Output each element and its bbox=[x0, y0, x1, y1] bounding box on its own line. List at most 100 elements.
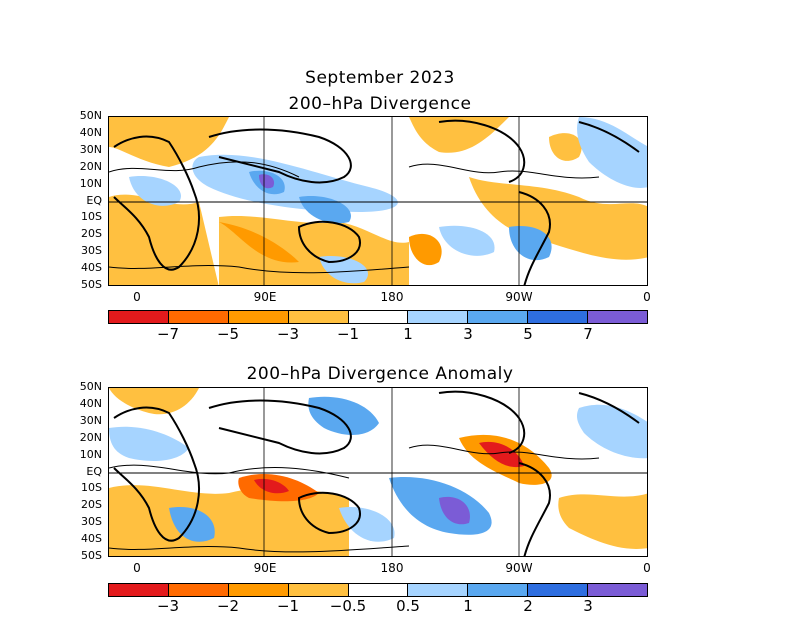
colorbar-label: −3 bbox=[276, 325, 300, 343]
lat-tick-label: 40S bbox=[81, 532, 102, 546]
lon-tick-label: 90W bbox=[505, 561, 533, 575]
lon-tick-label: 0 bbox=[643, 561, 651, 575]
colorbar-swatch bbox=[228, 584, 289, 596]
negative-anomaly bbox=[109, 485, 349, 556]
colorbar-label: 1 bbox=[403, 325, 413, 343]
colorbar-swatch bbox=[288, 311, 349, 323]
lat-tick-label: 20S bbox=[81, 227, 102, 241]
lon-tick-label: 0 bbox=[133, 290, 141, 304]
colorbar-swatch bbox=[348, 311, 409, 323]
divergence-field bbox=[109, 117, 647, 285]
lon-tick-label: 180 bbox=[380, 561, 404, 575]
lat-tick-label: 30S bbox=[81, 244, 102, 258]
negative-anomaly bbox=[479, 441, 524, 468]
divergence-area bbox=[509, 226, 552, 261]
convergence-area bbox=[469, 177, 647, 260]
colorbar-label: −3 bbox=[156, 597, 180, 615]
positive-anomaly bbox=[439, 496, 470, 525]
lat-tick-label: 50N bbox=[79, 109, 102, 122]
lat-tick-label: 40N bbox=[79, 125, 102, 139]
colorbar-label: −1 bbox=[276, 597, 300, 615]
positive-anomaly bbox=[109, 426, 189, 461]
lon-tick-label: 0 bbox=[133, 561, 141, 575]
anomaly-map bbox=[108, 387, 648, 557]
colorbar-swatch bbox=[468, 311, 529, 323]
convergence-area bbox=[409, 233, 442, 266]
divergence-panel-title: 200–hPa Divergence bbox=[288, 94, 472, 114]
anomaly-panel-title: 200–hPa Divergence Anomaly bbox=[246, 364, 514, 384]
lon-tick-label: 90W bbox=[505, 290, 533, 304]
anomaly-field bbox=[109, 388, 647, 556]
lat-tick-label: 10S bbox=[81, 481, 102, 495]
coastlines bbox=[113, 390, 640, 556]
zero-contours bbox=[109, 161, 600, 274]
divergence-area bbox=[192, 154, 398, 212]
divergence-colorbar bbox=[108, 310, 648, 324]
lon-tick-label: 180 bbox=[380, 290, 404, 304]
positive-anomaly bbox=[169, 507, 215, 542]
divergence-area bbox=[129, 176, 181, 206]
colorbar-swatch bbox=[228, 311, 289, 323]
colorbar-label: −0.5 bbox=[329, 597, 367, 615]
colorbar-swatch bbox=[468, 584, 529, 596]
lat-tick-label: EQ bbox=[86, 193, 102, 207]
lat-tick-label: 40N bbox=[79, 396, 102, 410]
convergence-area bbox=[219, 215, 409, 285]
colorbar-label: 3 bbox=[583, 597, 593, 615]
lat-tick-label: 50S bbox=[81, 278, 102, 291]
anomaly-colorbar bbox=[108, 583, 648, 597]
zero-contours bbox=[109, 444, 600, 553]
colorbar-swatch bbox=[168, 584, 229, 596]
lat-tick-label: 20S bbox=[81, 498, 102, 512]
colorbar-label: 5 bbox=[523, 325, 533, 343]
lat-tick-label: 50S bbox=[81, 549, 102, 562]
colorbar-label: −2 bbox=[216, 597, 240, 615]
colorbar-label: −1 bbox=[336, 325, 360, 343]
colorbar-label: 0.5 bbox=[396, 597, 420, 615]
colorbar-swatch bbox=[168, 311, 229, 323]
colorbar-swatch bbox=[588, 584, 648, 596]
colorbar-swatch bbox=[588, 311, 648, 323]
colorbar-swatch bbox=[348, 584, 409, 596]
colorbar-swatch bbox=[528, 584, 589, 596]
colorbar-swatch bbox=[109, 584, 169, 596]
colorbar-label: 7 bbox=[583, 325, 593, 343]
colorbar-label: 3 bbox=[463, 325, 473, 343]
colorbar-swatch bbox=[109, 311, 169, 323]
colorbar-label: −5 bbox=[216, 325, 240, 343]
positive-anomaly bbox=[308, 396, 379, 435]
convergence-area bbox=[219, 222, 299, 263]
lat-tick-label: EQ bbox=[86, 464, 102, 478]
colorbar-label: −7 bbox=[156, 325, 180, 343]
lat-tick-label: 30S bbox=[81, 515, 102, 529]
lat-tick-label: 20N bbox=[79, 159, 102, 173]
lon-tick-label: 90E bbox=[253, 290, 277, 304]
main-title: September 2023 bbox=[305, 68, 455, 88]
coastlines bbox=[113, 119, 640, 285]
positive-anomaly bbox=[389, 477, 492, 535]
positive-anomaly bbox=[339, 507, 395, 542]
negative-anomaly bbox=[109, 388, 199, 415]
lon-tick-label: 0 bbox=[643, 290, 651, 304]
convergence-area bbox=[409, 117, 509, 153]
lat-tick-label: 30N bbox=[79, 413, 102, 427]
colorbar-swatch bbox=[408, 311, 469, 323]
lat-tick-label: 40S bbox=[81, 261, 102, 275]
convergence-area bbox=[549, 133, 582, 161]
divergence-area bbox=[439, 225, 495, 256]
lon-tick-label: 90E bbox=[253, 561, 277, 575]
colorbar-swatch bbox=[408, 584, 469, 596]
colorbar-swatch bbox=[288, 584, 349, 596]
divergence-area bbox=[259, 174, 275, 189]
divergence-area bbox=[299, 196, 351, 224]
lat-tick-label: 50N bbox=[79, 380, 102, 393]
positive-anomaly bbox=[576, 404, 647, 459]
negative-anomaly bbox=[254, 478, 289, 494]
divergence-map bbox=[108, 116, 648, 286]
colorbar-swatch bbox=[528, 311, 589, 323]
lat-tick-label: 20N bbox=[79, 430, 102, 444]
colorbar-label: 1 bbox=[463, 597, 473, 615]
divergence-area bbox=[577, 117, 647, 188]
colorbar-label: 2 bbox=[523, 597, 533, 615]
negative-anomaly bbox=[558, 493, 647, 549]
